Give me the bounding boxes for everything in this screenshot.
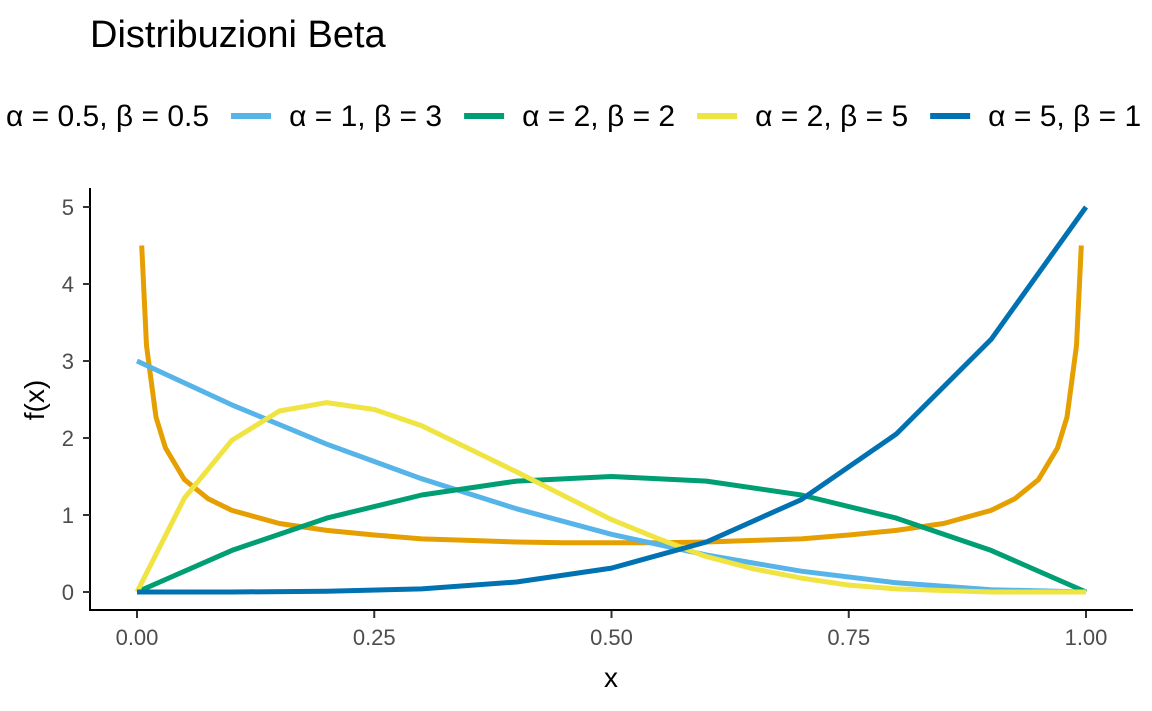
y-axis-ticks: 0 1 2 3 4 5 xyxy=(62,195,90,605)
series-line-4 xyxy=(134,400,1086,595)
x-tick-label: 0.75 xyxy=(827,625,870,650)
series-line-5 xyxy=(137,205,1089,595)
y-tick-label: 1 xyxy=(62,503,74,528)
x-tick-label: 0.50 xyxy=(590,625,633,650)
plot-lines xyxy=(134,205,1089,595)
y-tick-label: 0 xyxy=(62,580,74,605)
y-tick-label: 3 xyxy=(62,349,74,374)
legend: α = 0.5, β = 0.5 α = 1, β = 3 α = 2, β = 2… xyxy=(6,100,1141,133)
y-tick-label: 4 xyxy=(62,272,74,297)
legend-label-5: α = 5, β = 1 xyxy=(988,100,1141,133)
x-tick-label: 1.00 xyxy=(1065,625,1108,650)
series-line-3 xyxy=(135,474,1088,595)
series-line-1 xyxy=(139,245,1084,546)
y-axis-title: f(x) xyxy=(19,380,50,420)
series-line-2 xyxy=(135,358,1087,595)
legend-label-1: α = 0.5, β = 0.5 xyxy=(6,100,209,133)
legend-label-3: α = 2, β = 2 xyxy=(522,100,675,133)
x-axis-ticks: 0.00 0.25 0.50 0.75 1.00 xyxy=(116,611,1108,650)
axes xyxy=(89,188,1133,611)
x-tick-label: 0.00 xyxy=(116,625,159,650)
x-tick-label: 0.25 xyxy=(353,625,396,650)
legend-label-4: α = 2, β = 5 xyxy=(755,100,908,133)
y-tick-label: 5 xyxy=(62,195,74,220)
legend-label-2: α = 1, β = 3 xyxy=(289,100,442,133)
chart-title: Distribuzioni Beta xyxy=(90,14,387,56)
y-tick-label: 2 xyxy=(62,426,74,451)
x-axis-title: x xyxy=(604,662,618,693)
